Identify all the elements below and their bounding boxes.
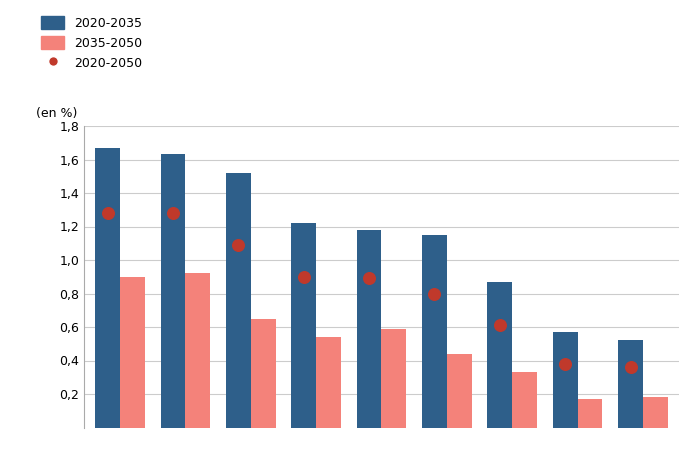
- Point: [298, 273, 309, 280]
- Bar: [643, 397, 668, 428]
- Point: [363, 275, 374, 282]
- Bar: [553, 332, 578, 428]
- Bar: [186, 274, 210, 427]
- Bar: [226, 173, 251, 428]
- Bar: [487, 282, 512, 428]
- Bar: [578, 399, 603, 427]
- Bar: [422, 235, 447, 428]
- Point: [625, 364, 636, 371]
- Bar: [160, 154, 186, 428]
- Bar: [447, 354, 472, 427]
- Bar: [382, 328, 406, 428]
- Bar: [95, 148, 120, 428]
- Bar: [618, 340, 643, 428]
- Point: [232, 241, 244, 248]
- Bar: [512, 372, 537, 428]
- Bar: [251, 319, 276, 427]
- Point: [102, 210, 113, 217]
- Point: [559, 360, 570, 368]
- Bar: [316, 337, 341, 428]
- Text: (en %): (en %): [36, 107, 78, 120]
- Bar: [291, 223, 316, 428]
- Bar: [357, 230, 382, 428]
- Legend: 2020-2035, 2035-2050, 2020-2050: 2020-2035, 2035-2050, 2020-2050: [36, 11, 147, 75]
- Bar: [120, 277, 145, 428]
- Point: [429, 290, 440, 297]
- Point: [494, 322, 505, 329]
- Point: [167, 210, 178, 217]
